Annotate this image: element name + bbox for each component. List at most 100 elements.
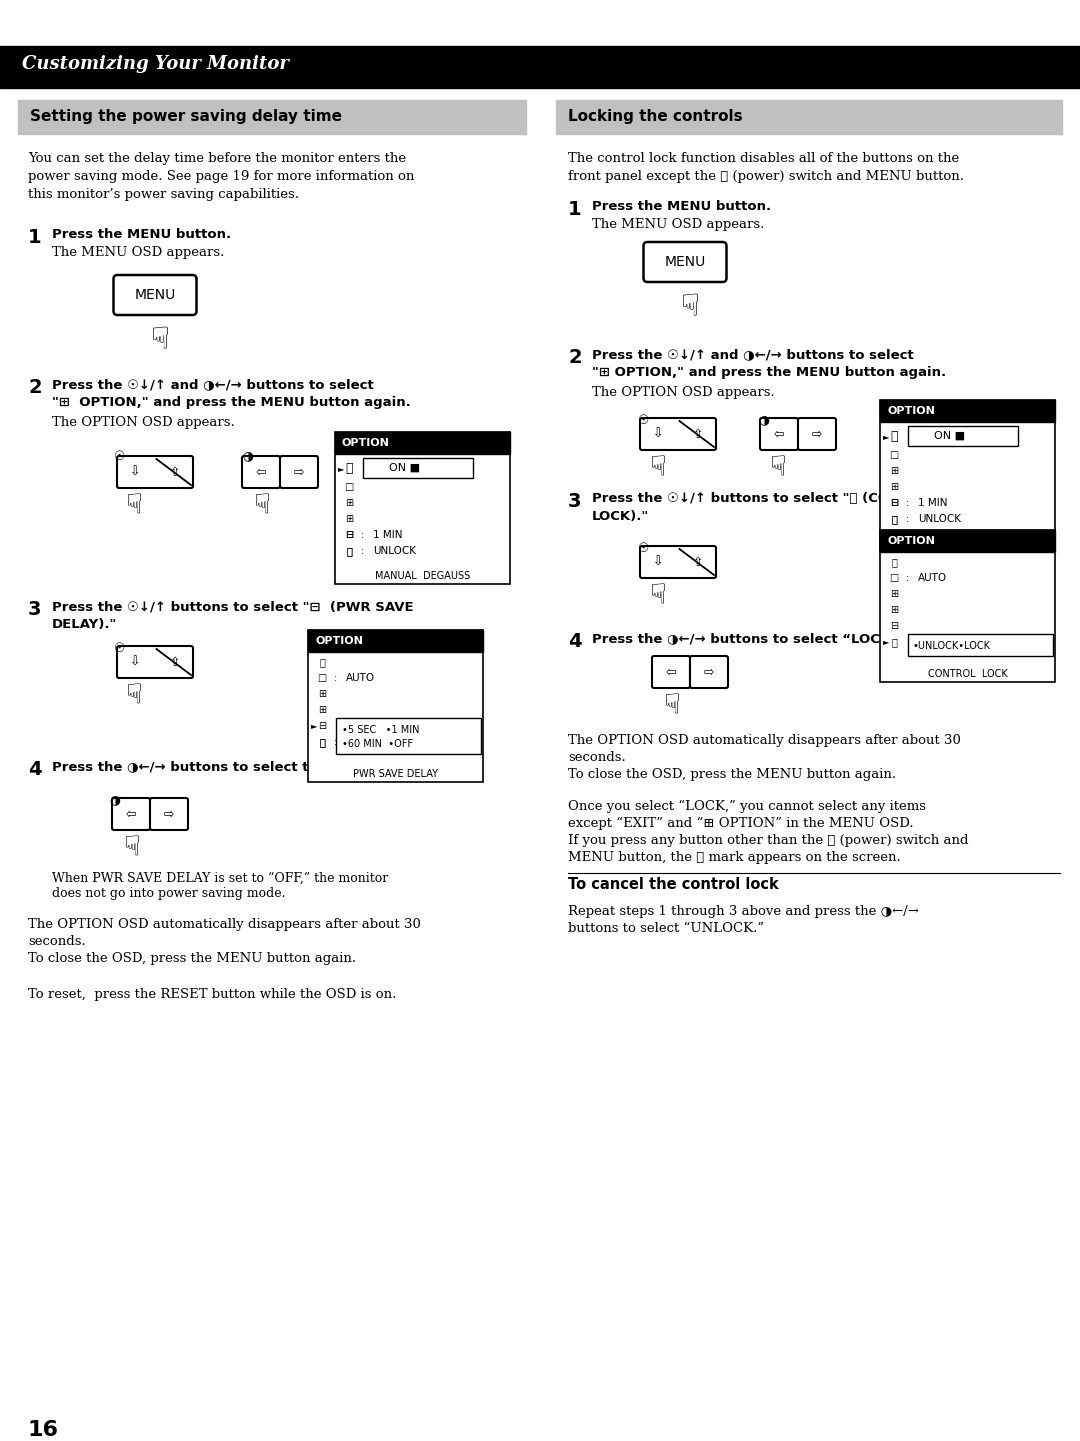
Text: You can set the delay time before the monitor enters the
power saving mode. See : You can set the delay time before the mo… bbox=[28, 151, 415, 200]
Text: Setting the power saving delay time: Setting the power saving delay time bbox=[30, 110, 342, 124]
Text: ◑: ◑ bbox=[243, 450, 254, 463]
Text: ⇩: ⇩ bbox=[652, 428, 663, 441]
Text: □: □ bbox=[345, 481, 353, 491]
Text: Press the ☉↓/↑ and ◑←/→ buttons to select: Press the ☉↓/↑ and ◑←/→ buttons to selec… bbox=[52, 378, 374, 391]
Text: PWR SAVE DELAY: PWR SAVE DELAY bbox=[353, 769, 438, 780]
Text: "⊞ OPTION," and press the MENU button again.: "⊞ OPTION," and press the MENU button ag… bbox=[592, 366, 946, 379]
Text: :: : bbox=[334, 736, 337, 746]
Text: ⇦: ⇦ bbox=[665, 666, 676, 679]
Text: 3: 3 bbox=[28, 599, 41, 620]
Text: UNLOCK: UNLOCK bbox=[918, 514, 961, 525]
Text: When PWR SAVE DELAY is set to “OFF,” the monitor
does not go into power saving m: When PWR SAVE DELAY is set to “OFF,” the… bbox=[52, 872, 388, 901]
Text: Press the ☉↓/↑ buttons to select "⊟  (PWR SAVE: Press the ☉↓/↑ buttons to select "⊟ (PWR… bbox=[52, 599, 414, 612]
Bar bbox=[880, 530, 1055, 552]
Text: 1 MIN: 1 MIN bbox=[918, 499, 947, 509]
Text: ☞: ☞ bbox=[114, 834, 141, 859]
Text: ⊞: ⊞ bbox=[345, 514, 353, 525]
Text: ⊟: ⊟ bbox=[345, 530, 353, 540]
Text: ⬜: ⬜ bbox=[346, 463, 353, 476]
Text: •UNLOCK•LOCK: •UNLOCK•LOCK bbox=[912, 641, 990, 651]
Text: ⚿: ⚿ bbox=[891, 514, 896, 525]
Text: Once you select “LOCK,” you cannot select any items: Once you select “LOCK,” you cannot selec… bbox=[568, 800, 926, 813]
Text: CONTROL  LOCK: CONTROL LOCK bbox=[928, 669, 1008, 679]
Text: MANUAL  DEGAUSS: MANUAL DEGAUSS bbox=[375, 571, 470, 581]
Text: The OPTION OSD automatically disappears after about 30: The OPTION OSD automatically disappears … bbox=[28, 918, 421, 931]
Text: except “EXIT” and “⊞ OPTION” in the MENU OSD.: except “EXIT” and “⊞ OPTION” in the MENU… bbox=[568, 817, 914, 830]
Text: ⇧: ⇧ bbox=[170, 465, 180, 478]
Text: ON ■: ON ■ bbox=[390, 463, 420, 473]
Text: Press the ◑←/→ buttons to select “LOCK.”: Press the ◑←/→ buttons to select “LOCK.” bbox=[592, 633, 904, 646]
Text: •5 SEC   •1 MIN: •5 SEC •1 MIN bbox=[342, 725, 419, 735]
Text: The OPTION OSD appears.: The OPTION OSD appears. bbox=[592, 386, 774, 399]
Text: ⇧: ⇧ bbox=[693, 555, 703, 569]
Text: 4: 4 bbox=[568, 633, 582, 651]
Text: ⊞: ⊞ bbox=[318, 689, 326, 699]
Text: If you press any button other than the ⏻ (power) switch and: If you press any button other than the ⏻… bbox=[568, 834, 969, 847]
Text: ☞: ☞ bbox=[640, 454, 669, 478]
Text: Repeat steps 1 through 3 above and press the ◑←/→: Repeat steps 1 through 3 above and press… bbox=[568, 905, 919, 918]
Text: To close the OSD, press the MENU button again.: To close the OSD, press the MENU button … bbox=[568, 768, 896, 781]
Text: ⇨: ⇨ bbox=[294, 465, 305, 478]
Bar bbox=[336, 718, 481, 754]
Text: Press the MENU button.: Press the MENU button. bbox=[592, 200, 771, 213]
Text: MANUAL  DEGAUSS: MANUAL DEGAUSS bbox=[920, 539, 1015, 549]
Text: The OPTION OSD automatically disappears after about 30: The OPTION OSD automatically disappears … bbox=[568, 733, 961, 746]
Text: 16: 16 bbox=[28, 1419, 59, 1440]
Text: ⚿: ⚿ bbox=[319, 736, 325, 746]
Text: ⚿: ⚿ bbox=[346, 546, 352, 556]
Text: ⇦: ⇦ bbox=[773, 428, 784, 441]
FancyBboxPatch shape bbox=[908, 427, 1018, 447]
Bar bbox=[880, 530, 1055, 682]
Text: ⊟: ⊟ bbox=[890, 499, 899, 509]
Text: ⊞: ⊞ bbox=[890, 589, 899, 599]
Text: •60 MIN  •OFF: •60 MIN •OFF bbox=[342, 739, 413, 749]
Text: ⚿: ⚿ bbox=[346, 546, 352, 556]
FancyBboxPatch shape bbox=[113, 275, 197, 316]
Text: AUTO: AUTO bbox=[918, 574, 947, 584]
Text: ☞: ☞ bbox=[116, 491, 144, 517]
Text: ⊟: ⊟ bbox=[318, 720, 326, 731]
Text: ⚿: ⚿ bbox=[891, 514, 896, 525]
Text: ☞: ☞ bbox=[654, 692, 681, 716]
Text: ►: ► bbox=[883, 637, 890, 647]
Text: buttons to select “UNLOCK.”: buttons to select “UNLOCK.” bbox=[568, 922, 765, 935]
Text: ⊞: ⊞ bbox=[890, 605, 899, 615]
Bar bbox=[880, 401, 1055, 422]
Text: ⊞: ⊞ bbox=[345, 499, 353, 509]
Text: ☞: ☞ bbox=[244, 491, 272, 517]
Text: AUTO: AUTO bbox=[346, 673, 375, 683]
Text: To close the OSD, press the MENU button again.: To close the OSD, press the MENU button … bbox=[28, 953, 356, 965]
Text: ⬜: ⬜ bbox=[890, 431, 897, 444]
Bar bbox=[335, 432, 510, 584]
Text: ►: ► bbox=[338, 464, 345, 474]
Text: seconds.: seconds. bbox=[28, 935, 85, 948]
Text: ON ■: ON ■ bbox=[934, 431, 966, 441]
Text: ☞: ☞ bbox=[671, 293, 700, 320]
FancyBboxPatch shape bbox=[644, 242, 727, 282]
Text: ►: ► bbox=[311, 722, 318, 731]
Text: The MENU OSD appears.: The MENU OSD appears. bbox=[52, 246, 225, 259]
Bar bbox=[308, 630, 483, 782]
Text: 2: 2 bbox=[28, 378, 42, 398]
Text: 3: 3 bbox=[568, 491, 581, 512]
Text: To reset,  press the RESET button while the OSD is on.: To reset, press the RESET button while t… bbox=[28, 989, 396, 1001]
Text: UNLOCK: UNLOCK bbox=[373, 546, 416, 556]
Text: MENU button, the ⚿ mark appears on the screen.: MENU button, the ⚿ mark appears on the s… bbox=[568, 852, 901, 865]
Text: ⇦: ⇦ bbox=[125, 807, 136, 820]
Bar bbox=[880, 401, 1055, 552]
Text: :: : bbox=[906, 499, 909, 509]
Text: ◑: ◑ bbox=[109, 794, 121, 807]
FancyBboxPatch shape bbox=[640, 418, 716, 450]
Text: ⚿: ⚿ bbox=[891, 637, 896, 647]
FancyBboxPatch shape bbox=[280, 455, 318, 488]
FancyBboxPatch shape bbox=[117, 455, 193, 488]
Text: ⬜: ⬜ bbox=[891, 558, 896, 566]
Text: ☞: ☞ bbox=[760, 454, 788, 478]
Text: ⇨: ⇨ bbox=[704, 666, 714, 679]
Text: ☉: ☉ bbox=[114, 641, 125, 654]
Text: ⇩: ⇩ bbox=[652, 555, 663, 569]
Text: seconds.: seconds. bbox=[568, 751, 625, 764]
Text: ⊞: ⊞ bbox=[890, 481, 899, 491]
Text: Press the MENU button.: Press the MENU button. bbox=[52, 228, 231, 241]
Text: Press the ☉↓/↑ buttons to select "⚿ (CONTROL: Press the ☉↓/↑ buttons to select "⚿ (CON… bbox=[592, 491, 940, 504]
